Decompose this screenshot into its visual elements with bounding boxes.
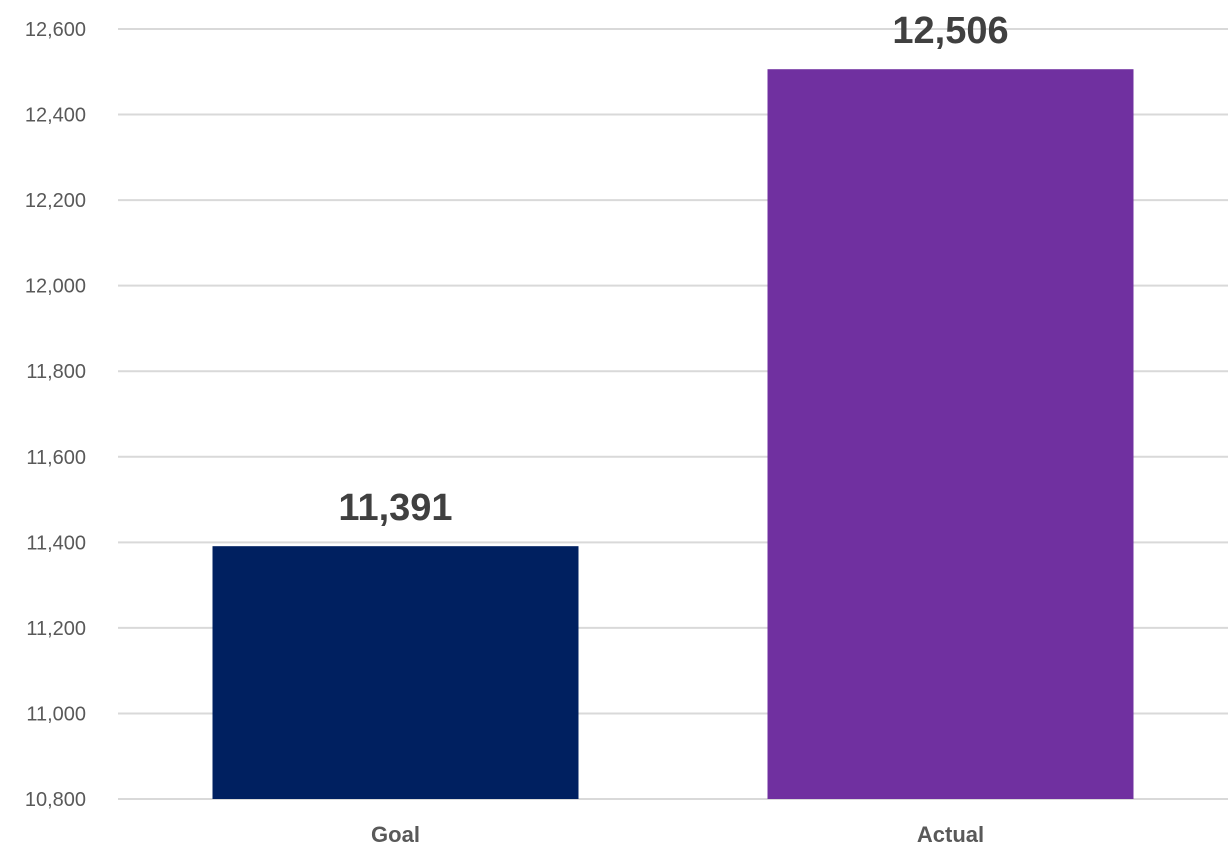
y-tick-label: 12,200: [25, 190, 86, 212]
y-tick-label: 12,600: [25, 19, 86, 41]
bars: [212, 69, 1134, 799]
bar-actual: [767, 69, 1134, 799]
y-tick-label: 11,000: [26, 703, 86, 725]
y-tick-label: 11,200: [26, 618, 86, 640]
y-tick-label: 12,400: [25, 105, 86, 127]
x-tick-label-actual: Actual: [917, 822, 984, 847]
y-tick-label: 10,800: [25, 789, 86, 811]
data-labels: 11,391 12,506: [338, 10, 1008, 529]
data-label-goal: 11,391: [338, 487, 452, 529]
y-tick-label: 12,000: [25, 276, 86, 298]
y-tick-label: 11,800: [26, 361, 86, 383]
data-label-actual: 12,506: [892, 10, 1008, 52]
y-tick-label: 11,600: [26, 447, 86, 469]
x-axis-tick-labels: Goal Actual: [371, 822, 984, 847]
x-tick-label-goal: Goal: [371, 822, 420, 847]
bar-goal: [212, 546, 579, 799]
y-tick-label: 11,400: [26, 532, 86, 554]
y-axis-tick-labels: 10,800 11,000 11,200 11,400 11,600 11,800 12,0…: [25, 19, 86, 811]
